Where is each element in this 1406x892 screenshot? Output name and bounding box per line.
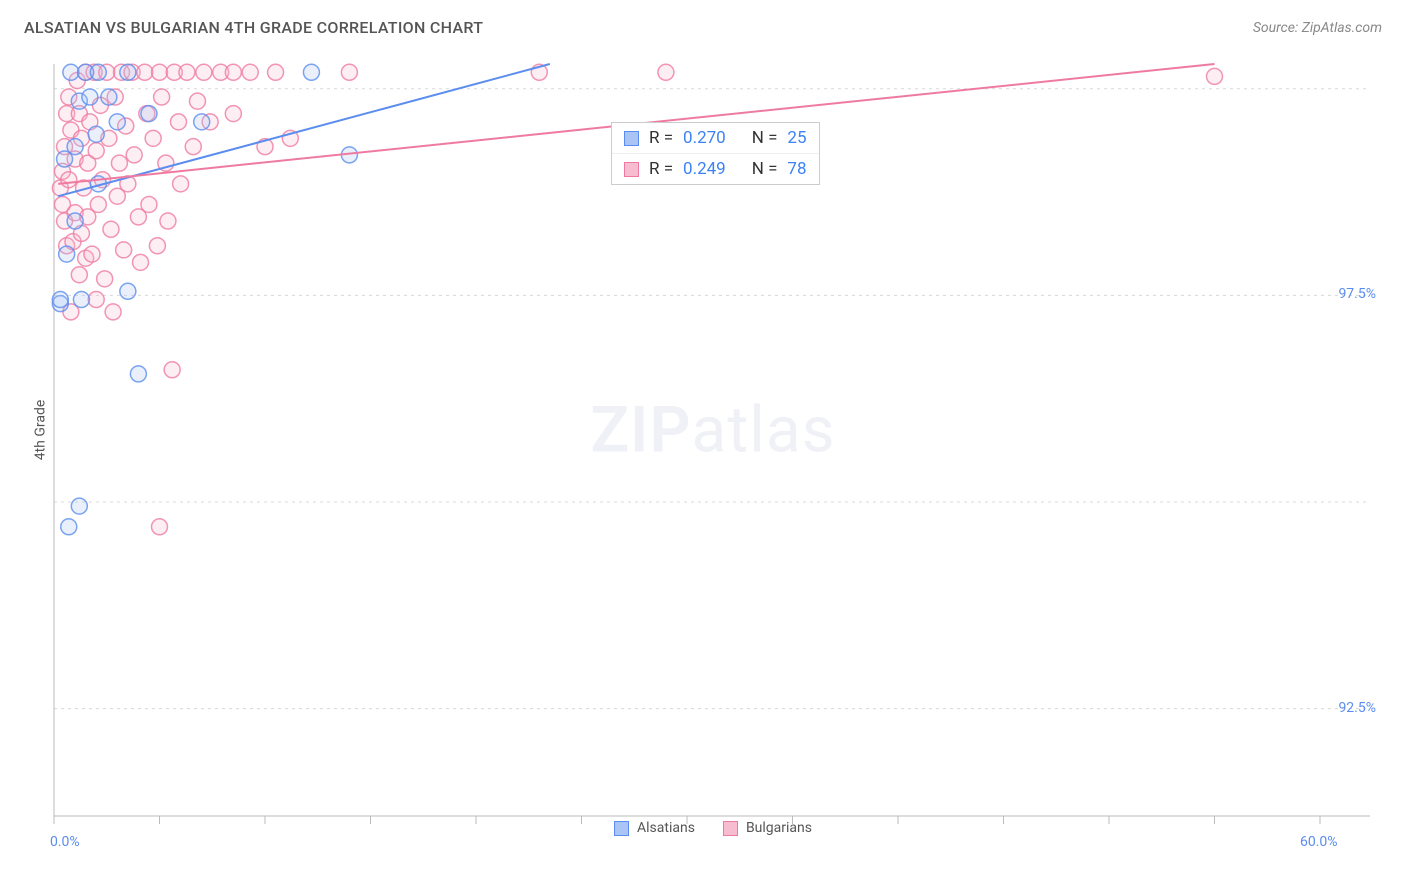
legend-item: Alsatians xyxy=(614,820,695,836)
legend-swatch xyxy=(614,821,629,836)
legend-label: Alsatians xyxy=(637,820,695,836)
series-swatch xyxy=(624,162,639,177)
n-value: 25 xyxy=(787,128,806,148)
x-tick-label: 60.0% xyxy=(1300,834,1338,850)
stat-row: R = 0.270 N = 25 xyxy=(612,123,819,153)
legend-swatch xyxy=(723,821,738,836)
r-label: R = xyxy=(649,159,673,179)
n-label: N = xyxy=(752,128,778,148)
x-tick-label: 0.0% xyxy=(50,834,80,850)
y-tick-label: 97.5% xyxy=(1338,286,1376,302)
legend-item: Bulgarians xyxy=(723,820,812,836)
stat-row: R = 0.249 N = 78 xyxy=(612,153,819,184)
chart-area: ZIPatlas R =0.270N =25R =0.249N =78 92.5… xyxy=(48,60,1378,830)
r-value: 0.249 xyxy=(683,159,726,179)
legend-label: Bulgarians xyxy=(746,820,812,836)
n-value: 78 xyxy=(787,159,806,179)
y-axis-label: 4th Grade xyxy=(32,400,48,461)
n-label: N = xyxy=(752,159,778,179)
y-tick-label: 92.5% xyxy=(1338,700,1376,716)
legend: Alsatians Bulgarians xyxy=(614,820,812,836)
chart-title: ALSATIAN VS BULGARIAN 4TH GRADE CORRELAT… xyxy=(24,18,483,37)
source-attribution: Source: ZipAtlas.com xyxy=(1253,20,1382,36)
r-value: 0.270 xyxy=(683,128,726,148)
series-swatch xyxy=(624,131,639,146)
r-label: R = xyxy=(649,128,673,148)
correlation-stat-box: R = 0.270 N = 25 R = 0.249 N = 78 xyxy=(611,122,820,185)
